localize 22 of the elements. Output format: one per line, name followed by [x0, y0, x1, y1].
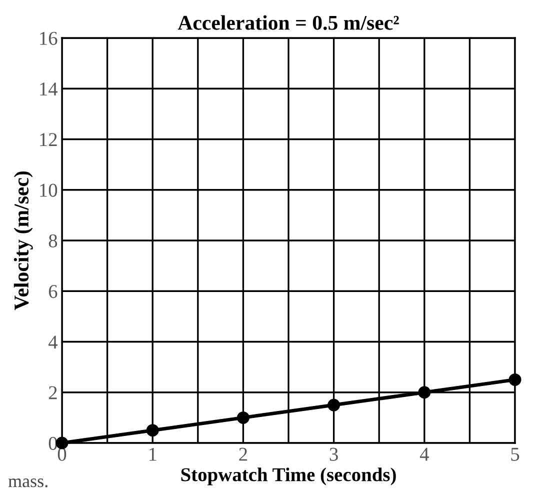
x-tick-label: 4: [420, 448, 429, 461]
y-axis-title: Velocity (m/sec): [14, 172, 33, 310]
chart-title: Acceleration = 0.5 m/sec²: [178, 15, 399, 30]
y-tick-label: 2: [48, 386, 57, 400]
y-tick-label: 16: [40, 32, 58, 45]
x-tick-label: 5: [511, 448, 520, 461]
y-tick-label: 14: [40, 82, 58, 96]
x-tick-label: 1: [149, 448, 156, 461]
point: [418, 386, 431, 399]
text: mass.: [8, 478, 48, 488]
y-tick-label: 12: [40, 133, 57, 146]
x-tick-label: 3: [330, 448, 338, 461]
x-tick-label: 2: [239, 448, 247, 461]
y-tick-label: 10: [40, 184, 58, 197]
point: [146, 424, 159, 437]
point: [508, 373, 522, 386]
y-tick-label: 8: [48, 234, 58, 248]
y-tick-label: 6: [48, 284, 58, 298]
y-tick-label: 4: [48, 336, 58, 348]
point: [328, 398, 340, 412]
point: [236, 411, 250, 424]
x-axis-title: Stopwatch Time (seconds): [181, 468, 396, 486]
